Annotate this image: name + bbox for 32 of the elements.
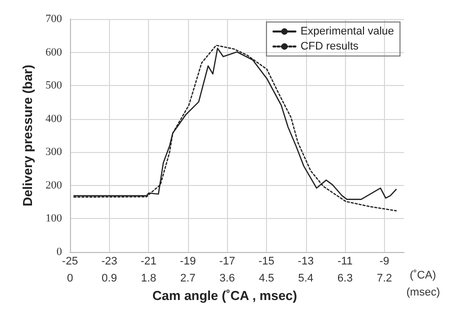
x-tick-label: -25 [62,256,78,268]
y-tick-label: 100 [46,212,62,225]
x-tick-label: -21 [140,256,157,268]
y-tick-label: 0 [56,246,62,258]
x2-tick-label: 0.9 [102,272,117,284]
y-tick-label: 200 [46,179,62,192]
legend-label: Experimental value [300,26,394,38]
x2-tick-label: 5.4 [298,272,314,284]
x2-tick-label: 0 [66,272,74,284]
x2-tick-label: 7.2 [376,272,392,284]
x-axis-title: Cam angle (˚CA , msec) [152,288,298,303]
x-tick-label: -23 [101,256,118,268]
x-tick-label: -13 [298,256,314,268]
x2-tick-label: 2.7 [180,272,196,284]
x-tick-label: -11 [338,256,353,268]
text: (˚CA) [410,270,436,282]
x-tick-label: -17 [219,256,236,268]
y-tick-label: 500 [46,80,62,92]
x2-tick-label: 4.5 [258,272,274,284]
x2-tick-label: 3.6 [220,272,235,284]
y-axis-title: Delivery pressure (bar) [20,64,35,206]
y-tick-label: 300 [46,146,62,158]
y-tick-label: 400 [46,112,62,125]
x-tick-label: -9 [379,256,390,268]
x2-tick-label: 6.3 [337,272,353,284]
x-tick-label: -15 [258,256,274,268]
y-tick-label: 600 [46,46,62,58]
y-tick-label: 700 [46,13,62,25]
text: (msec) [406,286,440,298]
legend-label: CFD results [300,40,360,52]
x2-tick-label: 1.8 [140,272,156,284]
x-tick-label: -19 [180,256,196,268]
